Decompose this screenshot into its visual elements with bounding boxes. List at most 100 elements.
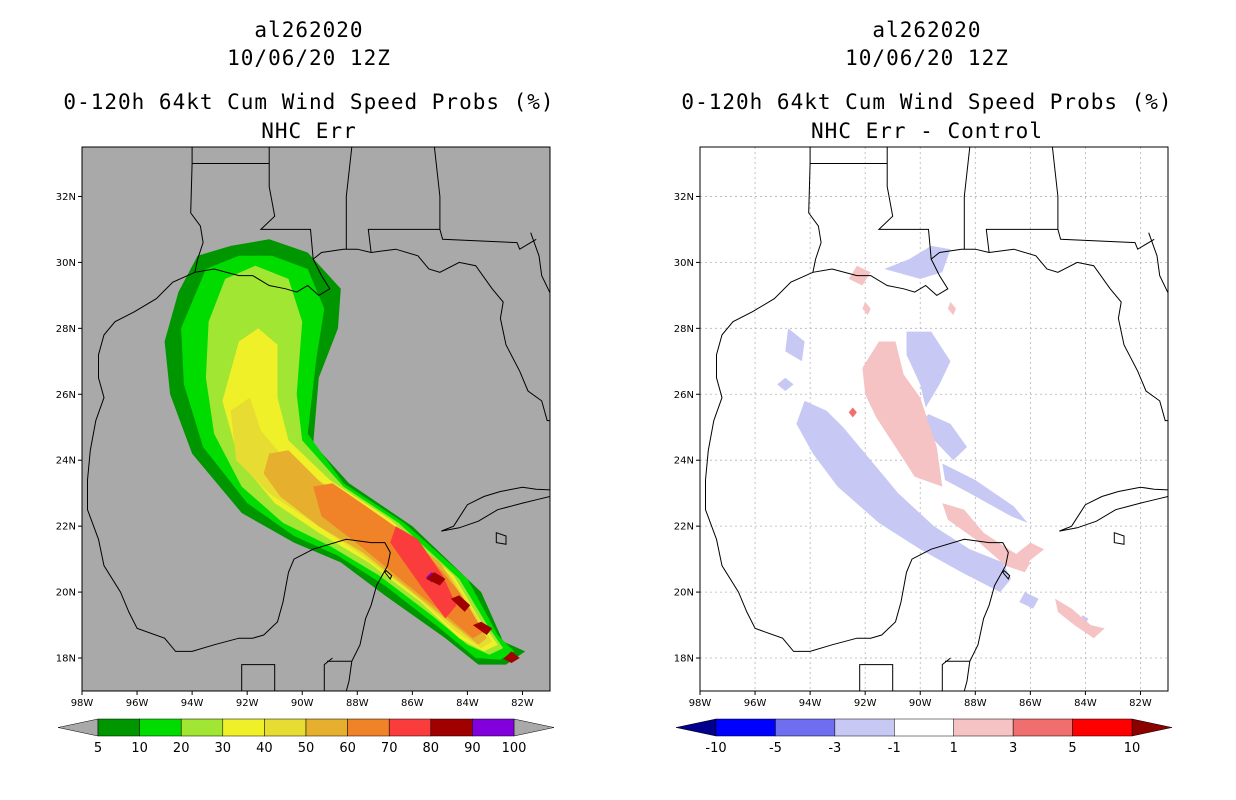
lon-tick-label: 94W bbox=[799, 698, 822, 709]
colorbar-label: -10 bbox=[705, 741, 726, 756]
lon-tick-label: 98W bbox=[689, 698, 712, 709]
lon-tick-label: 86W bbox=[401, 698, 424, 709]
lat-tick-label: 24N bbox=[56, 456, 76, 467]
lon-tick-label: 82W bbox=[511, 698, 534, 709]
colorbar-bin bbox=[222, 718, 265, 737]
lon-tick-label: 96W bbox=[744, 698, 767, 709]
state-border bbox=[323, 657, 333, 691]
lon-tick-label: 92W bbox=[236, 698, 259, 709]
colorbar-bin bbox=[388, 718, 432, 737]
probability-contour-80 bbox=[503, 651, 520, 663]
colorbar-under-arrow bbox=[57, 718, 99, 737]
lat-tick-label: 24N bbox=[674, 456, 694, 467]
cuba-outline bbox=[1059, 486, 1168, 532]
init-time: 10/06/20 12Z bbox=[227, 46, 391, 70]
colorbar-label: 5 bbox=[1068, 741, 1076, 756]
lon-tick-label: 90W bbox=[909, 698, 932, 709]
product-title: 0-120h 64kt Cum Wind Speed Probs (%) bbox=[681, 90, 1173, 114]
colorbar-bin bbox=[953, 718, 1014, 737]
product-title: 0-120h 64kt Cum Wind Speed Probs (%) bbox=[63, 90, 555, 114]
left-panel: al262020 10/06/20 12Z 0-120h 64kt Cum Wi… bbox=[56, 18, 555, 756]
lat-tick-label: 22N bbox=[56, 522, 76, 533]
colorbar-bin bbox=[139, 718, 182, 737]
state-border bbox=[877, 147, 932, 260]
negative-difference-area bbox=[785, 328, 805, 362]
storm-id: al262020 bbox=[254, 18, 364, 42]
positive-difference-area bbox=[942, 503, 1031, 573]
colorbar-label: 5 bbox=[94, 741, 102, 756]
storm-id: al262020 bbox=[872, 18, 982, 42]
colorbar-label: 90 bbox=[464, 741, 481, 756]
colorbar-label: 60 bbox=[339, 741, 356, 756]
positive-difference-area bbox=[862, 341, 943, 487]
colorbar-bin bbox=[1072, 718, 1133, 737]
positive-difference-area bbox=[947, 302, 956, 316]
coastline bbox=[705, 232, 1168, 691]
colorbar-bin bbox=[715, 718, 776, 737]
probability-contour-80 bbox=[426, 572, 446, 586]
negative-difference-area bbox=[796, 400, 1012, 593]
colorbar-label: -5 bbox=[769, 741, 782, 756]
colorbar-bin bbox=[894, 718, 954, 737]
negative-difference-area bbox=[942, 463, 1028, 523]
probability-contour-80 bbox=[472, 621, 493, 635]
colorbar-bin bbox=[180, 718, 224, 737]
negative-difference-area bbox=[923, 414, 967, 461]
lat-tick-label: 32N bbox=[56, 192, 76, 203]
state-border bbox=[808, 147, 822, 273]
init-time: 10/06/20 12Z bbox=[845, 46, 1009, 70]
probability-contour-80 bbox=[450, 595, 471, 612]
lon-tick-label: 98W bbox=[71, 698, 94, 709]
colorbar-bin bbox=[1012, 718, 1073, 737]
negative-difference-area bbox=[777, 377, 794, 391]
product-subtitle: NHC Err bbox=[261, 119, 357, 143]
colorbar-label: 80 bbox=[423, 741, 440, 756]
state-border bbox=[963, 147, 971, 250]
lat-tick-label: 28N bbox=[674, 324, 694, 335]
lat-tick-label: 26N bbox=[56, 390, 76, 401]
map-frame bbox=[699, 146, 1169, 692]
cuba-outline bbox=[441, 486, 550, 532]
lon-tick-label: 88W bbox=[964, 698, 987, 709]
positive-difference-peak bbox=[848, 407, 857, 418]
lon-tick-label: 84W bbox=[1074, 698, 1097, 709]
colorbar-over-arrow bbox=[1131, 718, 1173, 737]
lon-tick-label: 82W bbox=[1129, 698, 1152, 709]
lat-tick-label: 30N bbox=[56, 258, 76, 269]
colorbar-label: 50 bbox=[298, 741, 315, 756]
state-border bbox=[941, 657, 951, 691]
lat-tick-label: 26N bbox=[674, 390, 694, 401]
lon-tick-label: 90W bbox=[291, 698, 314, 709]
colorbar-bin bbox=[834, 718, 895, 737]
difference-map: 98W 96W 94W 92W 90W 88W 86W 84W 82W 18N 20N 22N 24N 2… bbox=[674, 146, 1173, 756]
isle-of-youth-outline bbox=[495, 532, 507, 545]
colorbar-label: 10 bbox=[1124, 741, 1141, 756]
cozumel-outline bbox=[1002, 569, 1011, 580]
state-border bbox=[439, 229, 537, 250]
negative-difference-area bbox=[906, 331, 951, 408]
colorbar-bin bbox=[472, 718, 515, 737]
colorbar-label: 100 bbox=[502, 741, 527, 756]
colorbar-bin bbox=[264, 718, 307, 737]
lat-tick-label: 30N bbox=[674, 258, 694, 269]
lat-tick-label: 20N bbox=[56, 588, 76, 599]
colorbar-label: -1 bbox=[888, 741, 901, 756]
coastline bbox=[87, 232, 550, 691]
colorbar-bin bbox=[430, 718, 473, 737]
colorbar-under-arrow bbox=[675, 718, 717, 737]
positive-difference-area bbox=[1013, 542, 1045, 563]
positive-difference-area bbox=[1055, 598, 1105, 639]
state-border bbox=[859, 664, 894, 691]
lon-tick-label: 86W bbox=[1019, 698, 1042, 709]
state-border bbox=[241, 664, 276, 691]
lon-tick-label: 96W bbox=[126, 698, 149, 709]
lat-tick-label: 22N bbox=[674, 522, 694, 533]
lon-tick-label: 94W bbox=[181, 698, 204, 709]
right-panel: al262020 10/06/20 12Z 0-120h 64kt Cum Wi… bbox=[618, 0, 1236, 800]
colorbar-over-arrow bbox=[513, 718, 555, 737]
lat-tick-label: 18N bbox=[674, 654, 694, 665]
state-border bbox=[259, 147, 314, 260]
cozumel-outline bbox=[384, 569, 393, 580]
map-layers bbox=[700, 147, 1168, 691]
colorbar-label: 10 bbox=[131, 741, 148, 756]
